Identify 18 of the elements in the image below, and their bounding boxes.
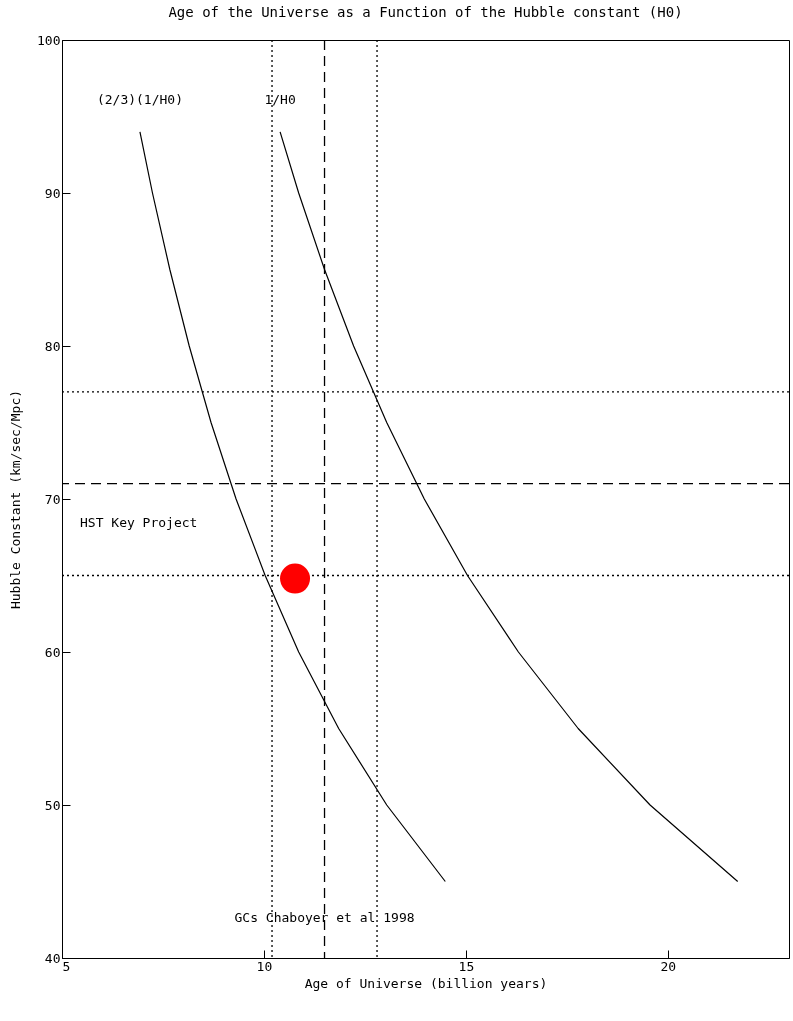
x-tick-label: 10 (256, 958, 273, 974)
y-tick-label: 40 (44, 950, 61, 966)
y-tick-label: 50 (44, 797, 61, 813)
chart-title: Age of the Universe as a Function of the Hubble constant (H0) (168, 4, 683, 20)
text: (2/3)(1/H0) (96, 91, 183, 107)
x-tick-label: 5 (62, 958, 71, 974)
ref-line-label: HST Key Project (80, 514, 198, 530)
x-tick-label: 20 (660, 958, 677, 974)
y-tick-label: 70 (44, 491, 61, 507)
y-tick-label: 100 (37, 32, 61, 48)
ref-line-label: GCs Chaboyer et al 1998 (234, 910, 415, 925)
x-axis-title: Age of Universe (billion years) (304, 975, 548, 991)
text: 1/H0 (264, 91, 296, 107)
y-tick-label: 60 (44, 644, 61, 660)
y-axis-title: Hubble Constant (km/sec/Mpc) (8, 389, 24, 610)
y-tick-label: 90 (44, 185, 61, 201)
x-tick-label: 15 (458, 958, 475, 974)
y-tick-label: 80 (44, 338, 61, 354)
